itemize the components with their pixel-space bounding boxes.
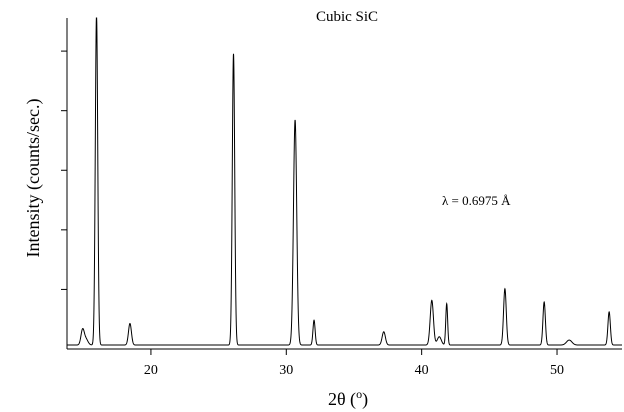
x-axis-label-close: ) (362, 389, 368, 410)
y-axis-label: Intensity (counts/sec.) (23, 99, 44, 258)
x-axis-label-main: 2θ ( (328, 389, 356, 410)
chart-title: Cubic SiC (316, 9, 378, 25)
x-tick-label: 50 (550, 363, 564, 378)
x-tick-label: 30 (279, 363, 293, 378)
wavelength-annotation: λ = 0.6975 Å (442, 193, 511, 208)
x-axis-label-sup: o (356, 387, 362, 401)
x-axis-ticks: 20 30 40 50 (144, 349, 564, 378)
x-axis-label: 2θ (o) (328, 387, 368, 410)
x-tick-label: 40 (415, 363, 429, 378)
diffraction-trace (67, 17, 622, 346)
y-axis-ticks (61, 50, 67, 290)
x-tick-label: 20 (144, 363, 158, 378)
